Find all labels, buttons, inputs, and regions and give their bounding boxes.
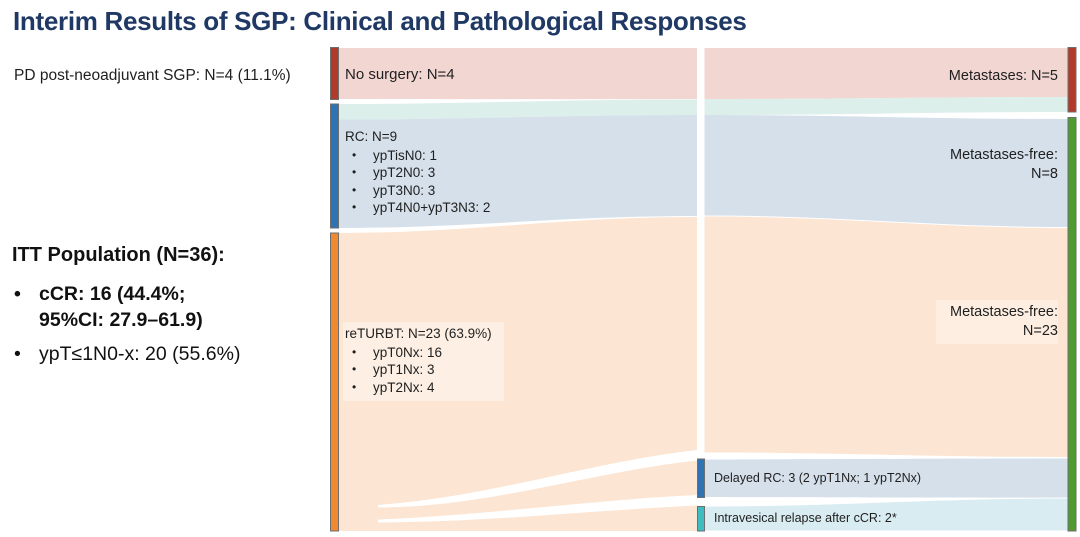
node-bar-metastases-free (1067, 117, 1077, 532)
pd-progression-note: PD post-neoadjuvant SGP: N=4 (11.1%) (14, 67, 291, 84)
flow-no-surgery-right (704, 48, 1068, 99)
returbt-node-bullets: ypT0Nx: 16 ypT1Nx: 3 ypT2Nx: 4 (345, 344, 492, 397)
node-bar-returbt (330, 232, 339, 532)
node-bar-no-surgery (330, 47, 339, 100)
rc-node-block: RC: N=9 ypTisN0: 1 ypT2N0: 3 ypT3N0: 3 y… (345, 128, 490, 217)
flow-intravesical-right (704, 498, 1068, 531)
rc-node-label: RC: N=9 (345, 129, 398, 144)
returbt-bullet: ypT1Nx: 3 (345, 361, 492, 379)
page-title: Interim Results of SGP: Clinical and Pat… (13, 6, 747, 36)
metastases-free-23-node-label: Metastases-free: N=23 (936, 300, 1058, 344)
itt-population-block: ITT Population (N=36): cCR: 16 (44.4%; 9… (12, 244, 322, 375)
metastases-free-23-value: N=23 (1022, 323, 1058, 339)
itt-heading: ITT Population (N=36): (12, 244, 225, 266)
metastases-node-label: Metastases: N=5 (948, 68, 1058, 84)
flow-metastases-free-23-right (704, 216, 1068, 457)
flow-rc-to-metastases-right (704, 97, 1068, 115)
returbt-node-label: reTURBT: N=23 (63.9%) (345, 326, 492, 341)
flow-no-surgery-left (338, 48, 697, 100)
delayed-rc-node-label: Delayed RC: 3 (2 ypT1Nx; 1 ypT2Nx) (714, 471, 922, 485)
metastases-free-8-text: Metastases-free: (950, 147, 1058, 163)
metastases-free-8-value: N=8 (1030, 166, 1058, 182)
metastases-free-8-node-label: Metastases-free: N=8 (950, 146, 1058, 184)
itt-bullet-ypt: ypT≤1N0-x: 20 (55.6%) (12, 341, 322, 367)
intravesical-relapse-node-label: Intravesical relapse after cCR: 2* (714, 511, 897, 525)
itt-bullet-ypt-line1: ypT≤1N0-x: 20 (55.6%) (39, 343, 241, 365)
node-bar-metastases (1067, 47, 1077, 113)
itt-bullet-ccr-line1: cCR: 16 (44.4%; (39, 283, 186, 305)
itt-bullet-ccr: cCR: 16 (44.4%; 95%CI: 27.9–61.9) (12, 281, 322, 333)
no-surgery-node-label: No surgery: N=4 (345, 66, 455, 83)
flow-separator-intravesical (378, 495, 697, 523)
returbt-bullet: ypT0Nx: 16 (345, 344, 492, 362)
itt-bullet-ccr-line2: 95%CI: 27.9–61.9) (39, 309, 203, 331)
flow-separator-delayed (378, 450, 697, 508)
rc-bullet: ypT3N0: 3 (345, 182, 490, 200)
flow-metastases-free-8-right (704, 115, 1068, 227)
returbt-node-block: reTURBT: N=23 (63.9%) ypT0Nx: 16 ypT1Nx:… (343, 322, 504, 401)
node-bar-intravesical (697, 506, 705, 532)
flow-delayed-rc-right (704, 458, 1068, 498)
node-bar-delayed-rc (697, 458, 705, 498)
rc-bullet: ypT2N0: 3 (345, 164, 490, 182)
rc-node-bullets: ypTisN0: 1 ypT2N0: 3 ypT3N0: 3 ypT4N0+yp… (345, 147, 490, 217)
rc-bullet: ypTisN0: 1 (345, 147, 490, 165)
node-bar-rc (330, 103, 339, 229)
flow-returbt-left (338, 217, 697, 531)
metastases-free-23-text: Metastases-free: (950, 304, 1058, 320)
returbt-bullet: ypT2Nx: 4 (345, 379, 492, 397)
rc-bullet: ypT4N0+ypT3N3: 2 (345, 199, 490, 217)
flow-rc-to-metastases-left (338, 99, 697, 120)
